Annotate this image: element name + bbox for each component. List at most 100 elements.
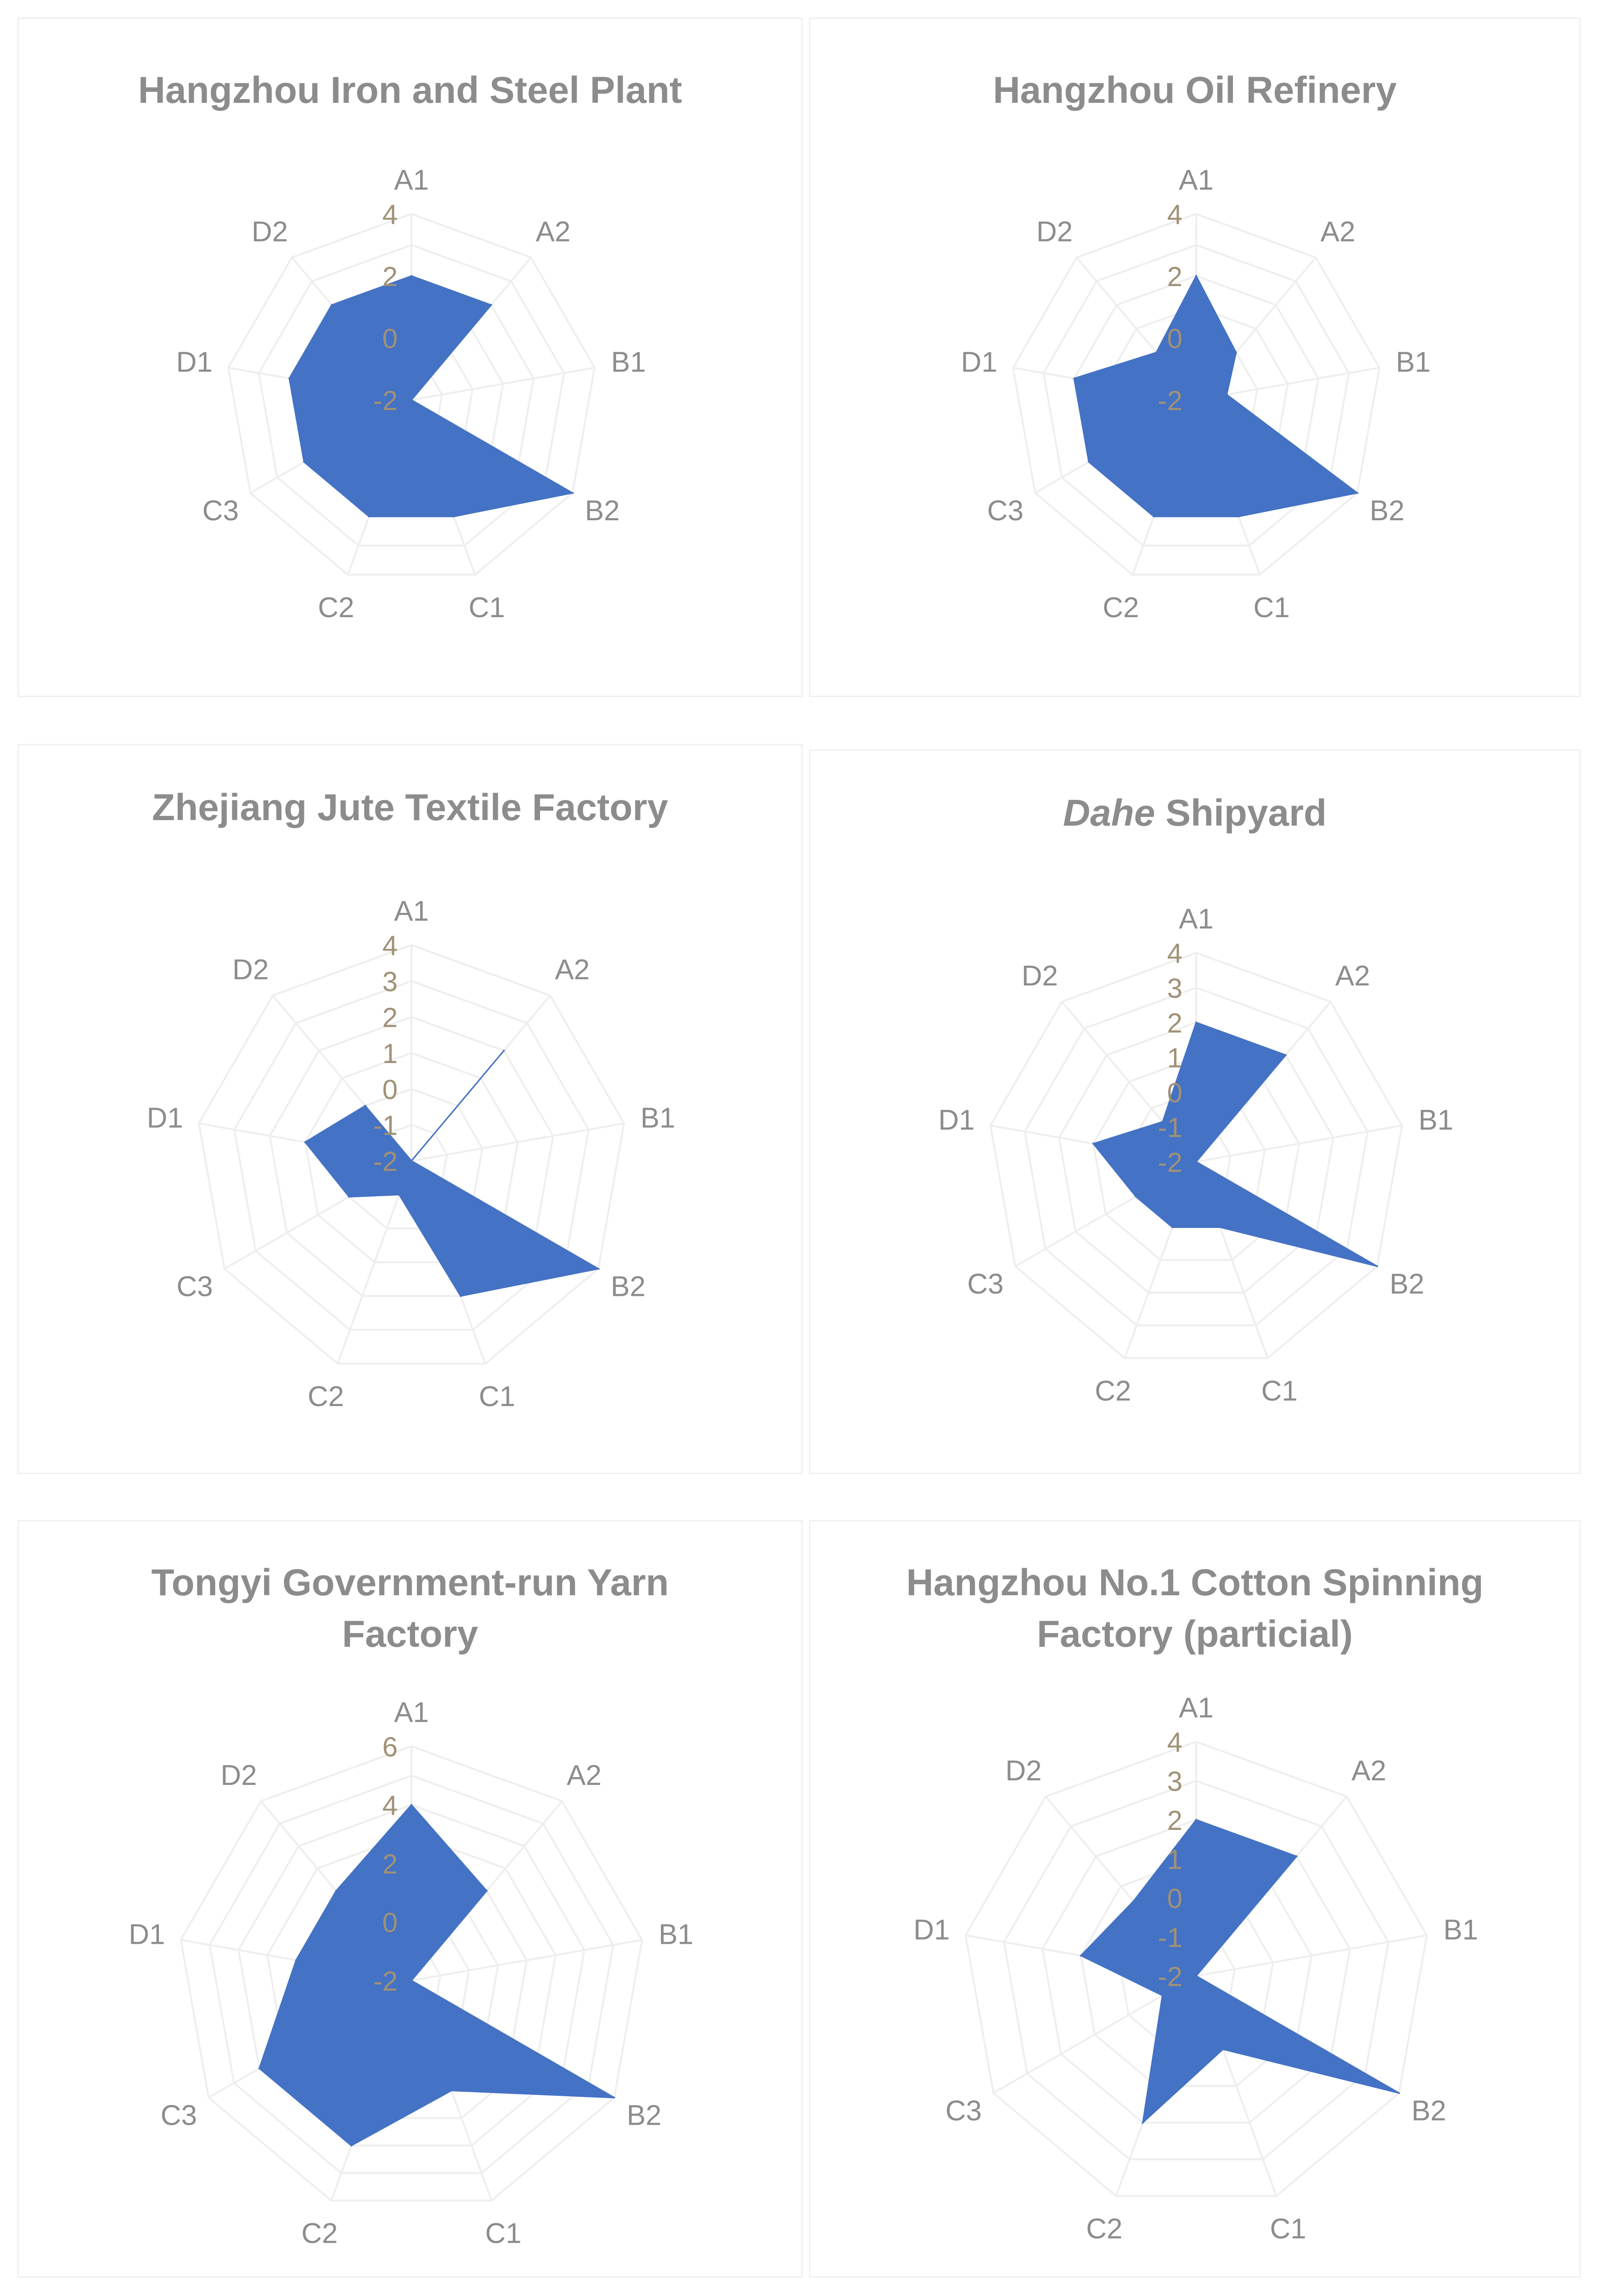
category-label: A2 xyxy=(1351,1755,1386,1787)
radar-plot: A1 A2 B1 B2 C1 C2 C3 D1 D2 4 2 0 -2 xyxy=(176,164,646,624)
tick-label: 4 xyxy=(383,930,398,961)
data-point-d2 xyxy=(335,1890,338,1892)
data-point-b2 xyxy=(597,1268,600,1270)
category-label: D2 xyxy=(252,216,288,248)
category-label: C3 xyxy=(987,495,1024,527)
category-label: C1 xyxy=(1261,1375,1298,1407)
category-label: D2 xyxy=(1005,1755,1041,1787)
data-point-b2 xyxy=(571,492,574,494)
data-point-d1 xyxy=(288,377,291,380)
category-label: D1 xyxy=(913,1914,950,1946)
radar-plot: A1 A2 B1 B2 C1 C2 C3 D1 D2 4 2 0 -2 xyxy=(961,164,1431,624)
data-point-d2 xyxy=(1155,351,1158,354)
category-label: C3 xyxy=(967,1268,1003,1300)
tick-label: -2 xyxy=(1158,1961,1182,1992)
category-label: A1 xyxy=(1179,1692,1214,1724)
tick-label: 2 xyxy=(1167,1805,1182,1836)
tick-label: -1 xyxy=(1158,1112,1182,1143)
grid-ring xyxy=(180,1745,643,2202)
grid-ring xyxy=(233,980,590,1331)
grid-spoke xyxy=(1196,1934,1427,1977)
data-point-b2 xyxy=(613,2097,615,2099)
category-label: C2 xyxy=(318,592,354,624)
grid-ring xyxy=(1092,1056,1300,1261)
data-point-a2 xyxy=(490,304,492,306)
data-point-b2 xyxy=(1376,1265,1379,1267)
tick-label: 4 xyxy=(1167,199,1182,230)
category-label: B2 xyxy=(585,495,620,527)
grid-spoke xyxy=(411,1939,642,1981)
grid-ring xyxy=(198,944,625,1365)
grid-ring xyxy=(1041,1818,1351,2124)
grid-ring xyxy=(989,951,1403,1359)
data-point-d2 xyxy=(1161,1120,1164,1123)
data-point-d1 xyxy=(304,1141,306,1143)
grid-ring xyxy=(208,1774,614,2174)
tick-label: 1 xyxy=(1167,1043,1182,1074)
grid-ring xyxy=(1003,1779,1390,2161)
data-point-c3 xyxy=(258,2067,260,2070)
tick-label: 0 xyxy=(383,1908,398,1938)
category-label: B2 xyxy=(611,1271,646,1303)
data-point-c1 xyxy=(460,1295,462,1297)
data-point-c2 xyxy=(368,515,370,518)
chart-title: Tongyi Government-run Yarn Factory xyxy=(151,1562,669,1655)
data-point-c1 xyxy=(453,515,455,518)
category-label: A1 xyxy=(394,895,429,927)
grid-ring xyxy=(1012,213,1380,576)
grid-spoke xyxy=(411,366,595,401)
category-label: B1 xyxy=(1443,1914,1478,1946)
category-label: C1 xyxy=(469,592,505,624)
grid-ring xyxy=(266,1833,557,2119)
category-label: D2 xyxy=(220,1760,257,1791)
data-point-c1 xyxy=(1222,2048,1224,2050)
category-label: C2 xyxy=(1103,592,1139,624)
category-label: B1 xyxy=(611,347,646,378)
category-label: B1 xyxy=(1418,1104,1453,1136)
series-area xyxy=(288,275,574,518)
category-label: A1 xyxy=(394,1697,429,1728)
grid-ring xyxy=(237,1804,585,2147)
tick-label: 2 xyxy=(383,1002,398,1033)
radar-plot: A1 A2 B1 B2 C1 C2 C3 D1 D2 6 4 2 0 -2 xyxy=(129,1697,693,2250)
category-label: A2 xyxy=(536,216,571,248)
data-point-d1 xyxy=(1080,1954,1082,1957)
category-label: C1 xyxy=(485,2218,521,2250)
tick-label: 0 xyxy=(383,1074,398,1105)
data-point-c1 xyxy=(1238,515,1240,518)
category-label: D2 xyxy=(1022,960,1058,992)
data-point-b1 xyxy=(1195,1975,1197,1977)
radar-chart-4: Dahe Shipyard A1 A2 B1 B2 C1 C2 C3 D1 D2 4 3 2 1 0 -1 -… xyxy=(809,749,1581,1474)
chart-title: Hangzhou Oil Refinery xyxy=(993,69,1397,111)
data-point-d1 xyxy=(1073,377,1075,380)
tick-label: 0 xyxy=(383,323,398,354)
data-point-d2 xyxy=(331,304,333,306)
category-label: C2 xyxy=(1095,1375,1131,1407)
data-point-a1 xyxy=(1195,1819,1197,1821)
radar-grid xyxy=(198,944,625,1365)
tick-label: -2 xyxy=(1158,1147,1182,1178)
category-label: C1 xyxy=(479,1381,515,1412)
data-point-a1 xyxy=(411,1804,412,1806)
data-point-b1 xyxy=(411,399,412,401)
data-point-b2 xyxy=(1398,2092,1400,2094)
category-label: B1 xyxy=(1396,347,1431,378)
data-point-c3 xyxy=(1161,1994,1164,1997)
radar-chart-1: Hangzhou Iron and Steel Plant A1 A2 B1 B2 C1… xyxy=(17,17,803,697)
radar-chart-2: Hangzhou Oil Refinery A1 A2 B1 B2 C1 C2 C3 D1 D2… xyxy=(809,17,1581,697)
data-point-c2 xyxy=(1153,515,1155,518)
grid-spoke xyxy=(411,1122,625,1162)
data-point-c3 xyxy=(1135,1195,1137,1198)
category-label: C2 xyxy=(308,1381,344,1412)
data-point-b1 xyxy=(411,1980,412,1981)
category-label: D1 xyxy=(129,1919,165,1950)
category-label: A1 xyxy=(1179,164,1214,196)
chart-title: Hangzhou Iron and Steel Plant xyxy=(138,69,682,111)
data-point-c3 xyxy=(303,461,305,463)
series-area xyxy=(304,1050,601,1297)
tick-label: 0 xyxy=(1167,323,1182,354)
data-point-c1 xyxy=(450,2089,453,2092)
data-point-a1 xyxy=(1195,1021,1197,1024)
data-point-a1 xyxy=(1195,275,1197,277)
tick-label: -1 xyxy=(1158,1922,1182,1953)
